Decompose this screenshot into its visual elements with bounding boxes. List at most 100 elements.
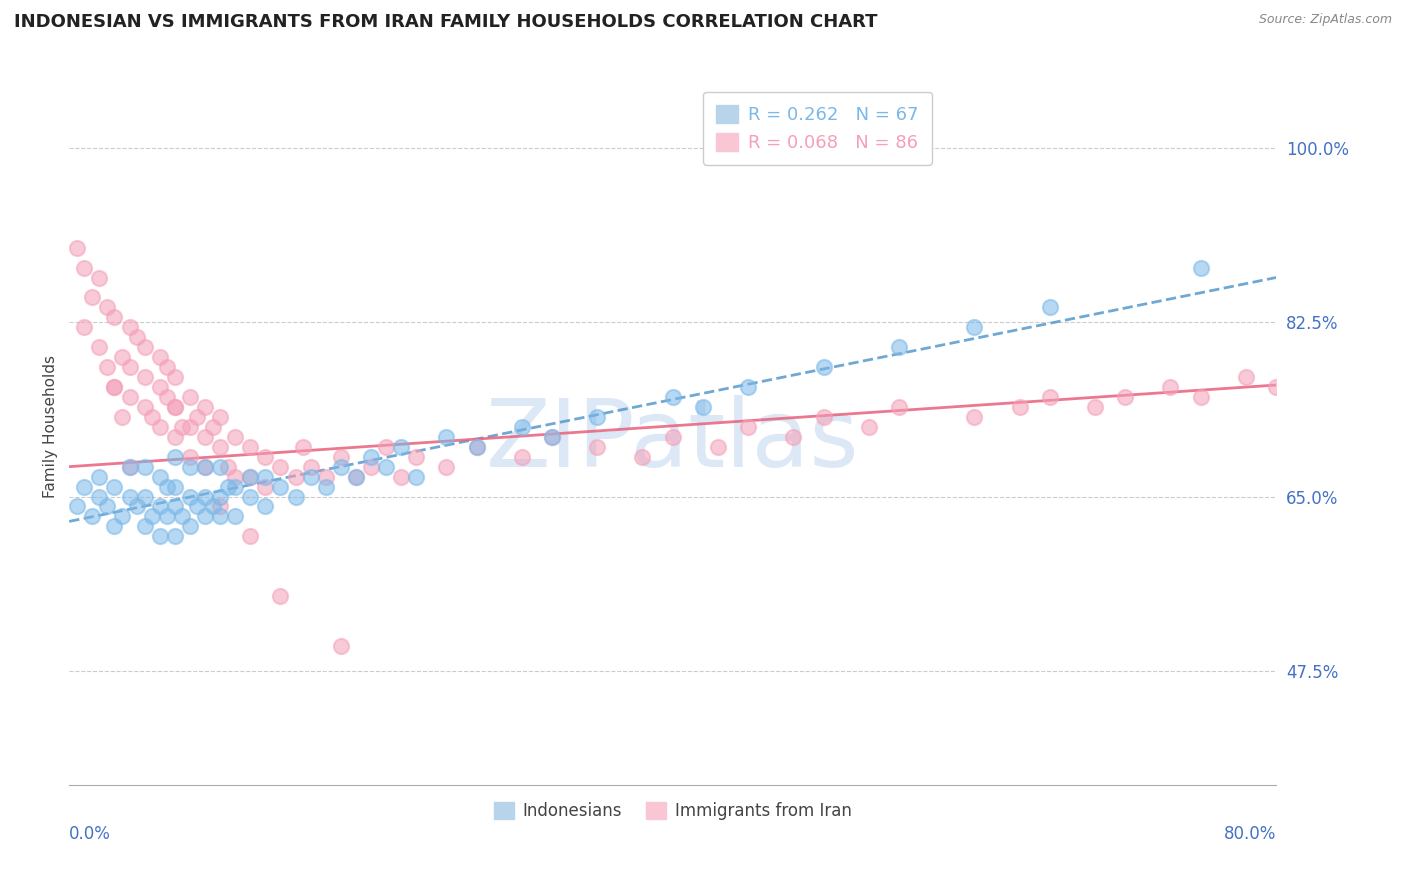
Point [179, 390, 201, 404]
Point [737, 380, 759, 394]
Point [149, 500, 172, 514]
Point [254, 469, 277, 483]
Point [96, 301, 118, 315]
Point [118, 320, 141, 334]
Point [73, 320, 96, 334]
Point [89, 490, 111, 504]
Point [194, 459, 217, 474]
Point [389, 469, 412, 483]
Point [118, 459, 141, 474]
Point [375, 440, 398, 454]
Point [163, 479, 186, 493]
Point [858, 420, 880, 434]
Point [118, 459, 141, 474]
Point [217, 479, 239, 493]
Point [254, 479, 277, 493]
Point [329, 450, 352, 464]
Point [1189, 390, 1212, 404]
Point [692, 400, 714, 414]
Point [329, 459, 352, 474]
Point [134, 370, 156, 384]
Point [163, 529, 186, 543]
Point [73, 260, 96, 275]
Point [269, 589, 291, 603]
Point [887, 340, 910, 354]
Point [315, 469, 337, 483]
Point [224, 430, 246, 444]
Point [1265, 380, 1288, 394]
Point [111, 350, 134, 364]
Point [239, 490, 262, 504]
Point [315, 479, 337, 493]
Text: INDONESIAN VS IMMIGRANTS FROM IRAN FAMILY HOUSEHOLDS CORRELATION CHART: INDONESIAN VS IMMIGRANTS FROM IRAN FAMIL… [14, 13, 877, 31]
Y-axis label: Family Households: Family Households [44, 355, 58, 499]
Point [239, 469, 262, 483]
Point [299, 469, 322, 483]
Point [103, 310, 125, 325]
Point [163, 400, 186, 414]
Point [163, 430, 186, 444]
Point [80, 290, 103, 304]
Point [141, 509, 163, 524]
Point [375, 459, 398, 474]
Point [389, 440, 412, 454]
Point [631, 450, 654, 464]
Point [209, 509, 232, 524]
Point [239, 440, 262, 454]
Point [149, 420, 172, 434]
Point [541, 430, 564, 444]
Point [360, 459, 382, 474]
Point [134, 459, 156, 474]
Legend: R = 0.262   N = 67, R = 0.068   N = 86: R = 0.262 N = 67, R = 0.068 N = 86 [703, 92, 932, 165]
Point [201, 500, 224, 514]
Point [163, 500, 186, 514]
Point [963, 409, 986, 424]
Point [194, 459, 217, 474]
Point [179, 420, 201, 434]
Point [737, 420, 759, 434]
Point [66, 500, 89, 514]
Point [111, 409, 134, 424]
Point [66, 241, 89, 255]
Point [194, 490, 217, 504]
Point [149, 529, 172, 543]
Point [254, 500, 277, 514]
Point [299, 459, 322, 474]
Point [1008, 400, 1031, 414]
Point [284, 490, 307, 504]
Point [510, 450, 533, 464]
Point [209, 500, 232, 514]
Point [434, 459, 457, 474]
Point [149, 350, 172, 364]
Point [156, 360, 179, 375]
Point [194, 430, 217, 444]
Point [163, 370, 186, 384]
Point [118, 360, 141, 375]
Point [284, 469, 307, 483]
Point [73, 479, 96, 493]
Point [209, 409, 232, 424]
Point [782, 430, 804, 444]
Point [1039, 390, 1062, 404]
Point [103, 380, 125, 394]
Point [813, 360, 835, 375]
Point [239, 469, 262, 483]
Point [1234, 370, 1257, 384]
Point [661, 430, 683, 444]
Point [217, 459, 239, 474]
Point [224, 469, 246, 483]
Text: 0.0%: 0.0% [69, 825, 111, 843]
Point [239, 529, 262, 543]
Point [163, 400, 186, 414]
Point [1084, 400, 1107, 414]
Point [586, 440, 609, 454]
Point [179, 459, 201, 474]
Point [661, 390, 683, 404]
Point [111, 509, 134, 524]
Point [586, 409, 609, 424]
Point [127, 500, 149, 514]
Point [344, 469, 367, 483]
Point [103, 380, 125, 394]
Point [254, 450, 277, 464]
Point [149, 380, 172, 394]
